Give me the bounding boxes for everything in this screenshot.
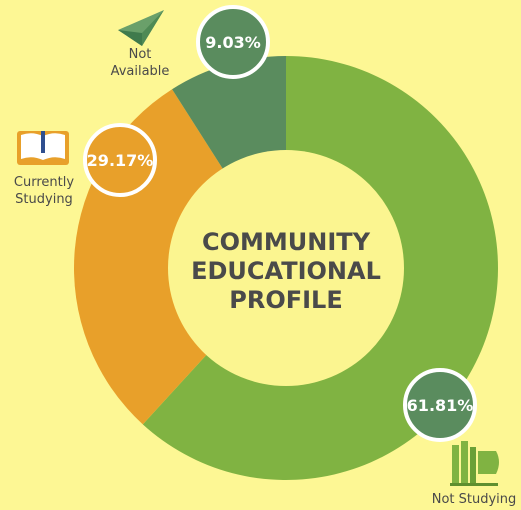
paper-plane-icon	[118, 10, 164, 46]
label-not-available-line-1: Not	[129, 47, 152, 62]
chart-title: COMMUNITY EDUCATIONAL PROFILE	[191, 228, 381, 314]
books-icon	[450, 441, 499, 486]
badge-not-studying-value: 61.81%	[407, 396, 474, 415]
open-book-icon	[17, 131, 69, 165]
label-not-available-line-2: Available	[111, 64, 170, 79]
chart-title-line-1: COMMUNITY	[202, 228, 371, 256]
donut-center	[168, 150, 404, 386]
badge-currently-studying-value: 29.17%	[87, 151, 154, 170]
label-currently-studying-line-1: Currently	[14, 175, 74, 190]
chart-title-line-3: PROFILE	[229, 286, 342, 314]
badge-not-studying: 61.81%	[403, 368, 477, 442]
chart-title-line-2: EDUCATIONAL	[191, 257, 381, 285]
label-not-studying: Not Studying	[432, 492, 517, 507]
badge-not-available: 9.03%	[196, 5, 270, 79]
label-currently-studying-line-2: Studying	[15, 192, 73, 207]
badge-currently-studying: 29.17%	[83, 123, 157, 197]
badge-not-available-value: 9.03%	[205, 33, 261, 52]
